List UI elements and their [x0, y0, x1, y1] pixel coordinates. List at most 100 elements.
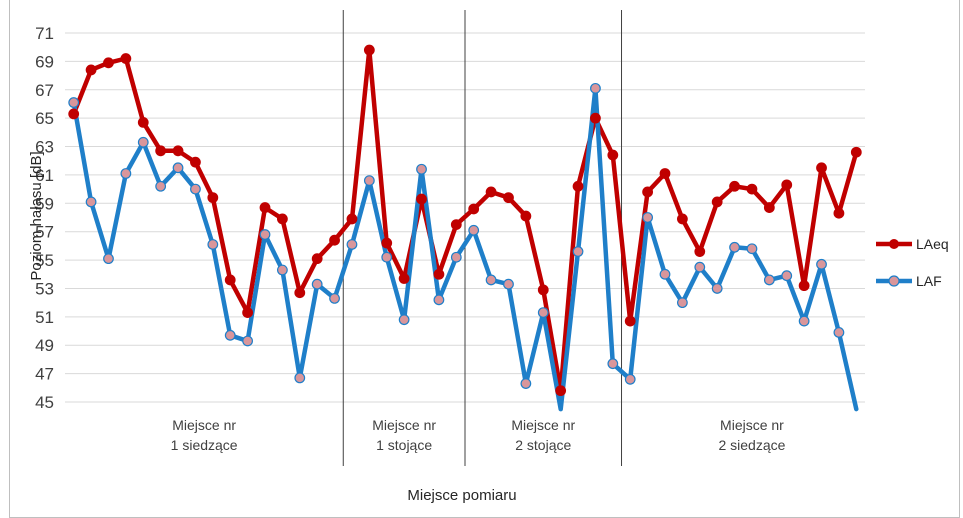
- data-point-laf: [450, 251, 462, 263]
- data-point-laf: [520, 378, 532, 389]
- legend: LAeq LAF: [876, 236, 949, 289]
- data-point-laeq: [329, 234, 340, 246]
- data-point-laeq: [729, 180, 740, 192]
- y-tick-label: 53: [35, 279, 54, 298]
- group-label: 1 stojące: [376, 437, 432, 453]
- data-point-laf: [103, 253, 114, 265]
- data-point-laeq: [798, 280, 810, 292]
- group-label: 1 siedzące: [171, 437, 238, 453]
- data-point-laf: [781, 270, 793, 282]
- data-point-laeq: [711, 196, 723, 208]
- data-point-laeq: [607, 149, 619, 161]
- data-point-laf: [190, 183, 201, 195]
- data-point-laeq: [763, 202, 775, 213]
- data-point-laeq: [537, 284, 549, 296]
- data-point-laf: [433, 294, 445, 306]
- data-point-laeq: [816, 162, 827, 174]
- y-tick-label: 67: [35, 81, 54, 100]
- y-tick-label: 61: [35, 166, 54, 185]
- data-point-laeq: [68, 108, 80, 120]
- y-tick-label: 59: [35, 194, 54, 213]
- data-point-laf: [659, 268, 671, 280]
- data-point-laeq: [103, 57, 114, 69]
- data-point-laf: [694, 261, 706, 273]
- data-point-laf: [711, 283, 723, 294]
- data-point-laf: [155, 180, 167, 192]
- data-point-laeq: [381, 237, 393, 249]
- data-point-laeq: [659, 168, 671, 179]
- data-point-laeq: [694, 246, 706, 257]
- y-tick-label: 69: [35, 52, 54, 71]
- group-label: 2 stojące: [515, 437, 571, 453]
- data-point-laeq: [224, 274, 236, 286]
- group-label: Miejsce nr: [720, 417, 784, 433]
- data-point-laeq: [294, 287, 306, 299]
- data-point-laf: [833, 327, 845, 338]
- data-point-laf: [624, 373, 636, 385]
- data-point-laf: [294, 372, 306, 384]
- data-point-laf: [398, 314, 410, 326]
- legend-item-laf: LAF: [876, 273, 942, 289]
- x-axis-title: Miejsce pomiaru: [407, 487, 516, 504]
- data-point-laeq: [746, 183, 758, 195]
- series-points: [68, 44, 862, 397]
- data-point-laf: [763, 274, 775, 286]
- y-tick-label: 45: [35, 393, 54, 412]
- legend-label-laeq: LAeq: [916, 236, 949, 252]
- data-point-laeq: [398, 273, 410, 284]
- data-point-laf: [120, 168, 132, 179]
- data-point-laeq: [363, 44, 375, 56]
- data-point-laeq: [207, 192, 219, 204]
- data-point-laeq: [503, 192, 514, 204]
- data-point-laeq: [450, 219, 462, 230]
- data-point-laeq: [120, 53, 132, 64]
- series-lines: [71, 47, 859, 412]
- data-point-laeq: [624, 315, 636, 327]
- data-point-laf: [381, 251, 393, 263]
- data-point-laeq: [676, 213, 688, 225]
- data-point-laf: [816, 258, 827, 270]
- y-tick-label: 47: [35, 365, 54, 384]
- group-label: Miejsce nr: [172, 417, 236, 433]
- y-tick-label: 57: [35, 223, 54, 242]
- y-tick-label: 49: [35, 336, 54, 355]
- group-label: Miejsce nr: [372, 417, 436, 433]
- data-point-laeq: [155, 145, 167, 157]
- data-point-laf: [676, 297, 688, 309]
- data-point-laf: [642, 212, 654, 223]
- y-tick-label: 65: [35, 109, 54, 128]
- legend-marker-laeq: [889, 239, 899, 249]
- data-point-laf: [416, 163, 427, 175]
- legend-label-laf: LAF: [916, 273, 942, 289]
- data-point-laf: [85, 196, 97, 208]
- data-point-laeq: [259, 202, 271, 213]
- group-label: Miejsce nr: [511, 417, 575, 433]
- data-point-laeq: [850, 146, 862, 158]
- y-tick-label: 55: [35, 251, 54, 270]
- data-point-laf: [311, 278, 323, 290]
- series-line-laeq: [71, 47, 859, 393]
- y-tick-label: 51: [35, 308, 54, 327]
- data-point-laf: [224, 329, 236, 341]
- data-point-laf: [746, 243, 758, 255]
- data-point-laf: [329, 292, 340, 304]
- data-point-laf: [242, 335, 254, 347]
- group-label: 2 siedzące: [718, 437, 785, 453]
- y-tick-label: 71: [35, 24, 54, 43]
- data-point-laf: [607, 358, 619, 370]
- data-point-laeq: [242, 307, 254, 318]
- data-point-laeq: [520, 210, 532, 222]
- data-point-laeq: [555, 385, 567, 397]
- data-point-laeq: [433, 268, 445, 280]
- data-point-laf: [503, 278, 514, 290]
- data-point-laf: [68, 97, 80, 108]
- data-point-laf: [137, 136, 149, 148]
- data-point-laf: [259, 229, 271, 240]
- data-point-laf: [172, 162, 184, 174]
- data-point-laeq: [346, 213, 358, 225]
- data-point-laeq: [311, 253, 323, 265]
- x-axis-group-labels: Miejsce nr 1 siedzące Miejsce nr 1 stojące M…: [171, 417, 786, 453]
- data-point-laf: [729, 241, 740, 253]
- data-point-laf: [363, 175, 375, 187]
